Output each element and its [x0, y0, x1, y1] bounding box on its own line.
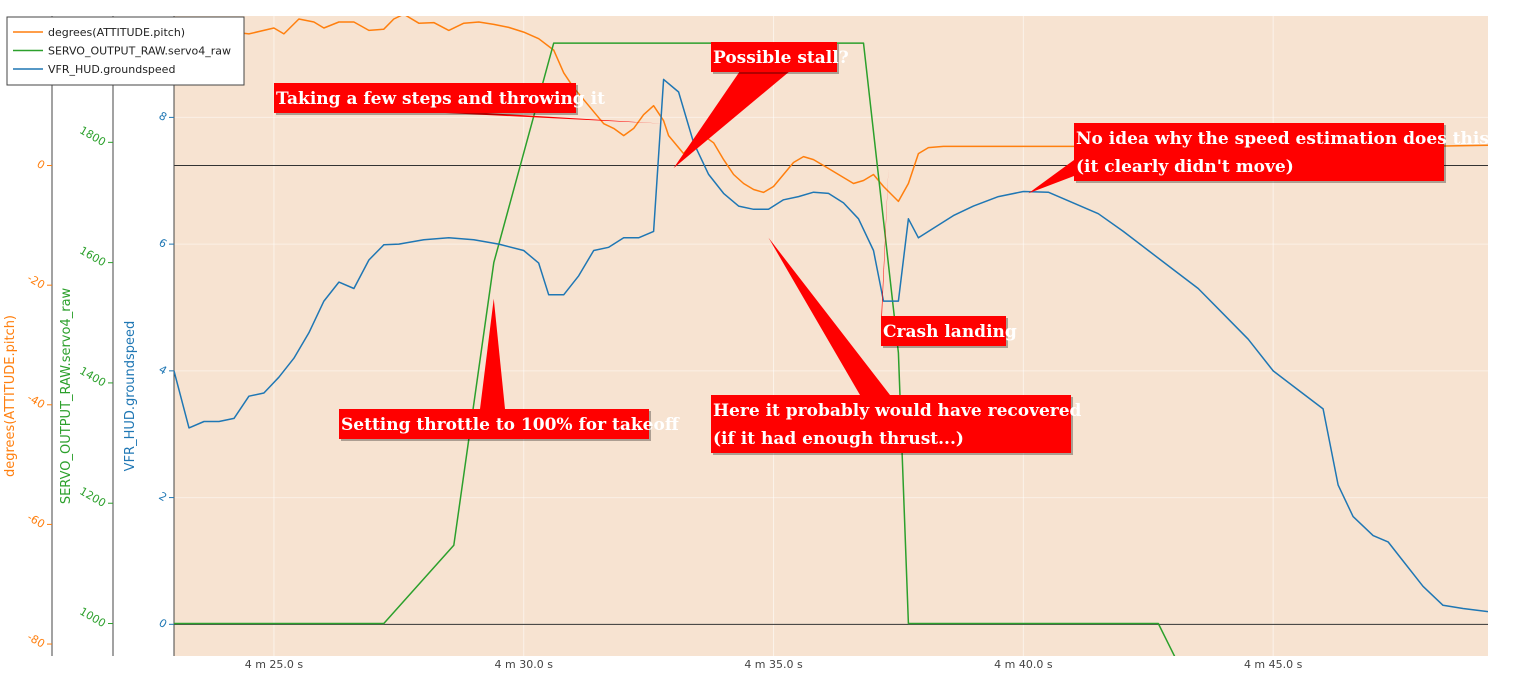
- servo-tick-label: 1800: [77, 124, 108, 149]
- annotation-arrow: [768, 237, 890, 395]
- speed-tick-label: 0: [156, 616, 169, 631]
- servo-axis-title: SERVO_OUTPUT_RAW.servo4_raw: [59, 287, 74, 504]
- pitch-tick-label: -60: [25, 511, 47, 531]
- legend-entry: VFR_HUD.groundspeed: [48, 63, 175, 76]
- pitch-axis-title: degrees(ATTITUDE.pitch): [3, 315, 18, 477]
- x-tick-label: 4 m 40.0 s: [994, 658, 1053, 671]
- annotation-text: Setting throttle to 100% for takeoff: [341, 415, 680, 435]
- annotation-box: [1074, 123, 1444, 181]
- servo-tick-label: 1600: [77, 244, 108, 269]
- speed-tick-label: 4: [156, 363, 169, 378]
- annotation: Possible stall?: [673, 42, 849, 169]
- speed-tick-label: 6: [156, 236, 169, 251]
- annotation-text: Taking a few steps and throwing it: [276, 89, 605, 109]
- annotation-text: No idea why the speed estimation does th…: [1076, 129, 1489, 149]
- servo-tick-label: 1200: [77, 485, 108, 510]
- annotation-arrow: [425, 112, 664, 124]
- annotation: Crash landing: [881, 168, 1017, 348]
- annotation-text: (it clearly didn't move): [1076, 157, 1294, 177]
- speed-tick-label: 8: [156, 109, 169, 124]
- annotation-box: [711, 395, 1071, 453]
- legend-entry: degrees(ATTITUDE.pitch): [48, 26, 185, 39]
- annotation-arrow: [480, 298, 505, 409]
- x-tick-label: 4 m 25.0 s: [245, 658, 304, 671]
- x-tick-label: 4 m 45.0 s: [1244, 658, 1303, 671]
- series-lines: [174, 16, 1488, 656]
- speed-tick-label: 2: [156, 489, 169, 504]
- annotation-text: Crash landing: [883, 322, 1017, 342]
- annotation: Taking a few steps and throwing it: [274, 83, 664, 124]
- series-line-servo: [174, 42, 1176, 656]
- series-line-speed: [174, 78, 1488, 613]
- annotation-text: (if it had enough thrust...): [713, 429, 964, 449]
- series-line-pitch: [174, 16, 1488, 203]
- annotation: Here it probably would have recovered (if…: [711, 237, 1082, 455]
- annotation-box: [881, 316, 1006, 346]
- annotation-box: [274, 83, 576, 113]
- annotation-arrow: [1028, 160, 1074, 194]
- annotation-arrow: [673, 71, 790, 169]
- speed-axis-title: VFR_HUD.groundspeed: [123, 321, 138, 472]
- x-tick-label: 4 m 30.0 s: [495, 658, 554, 671]
- servo-tick-label: 1000: [77, 605, 108, 630]
- annotation: No idea why the speed estimation does th…: [1028, 123, 1489, 194]
- servo-tick-label: 1400: [77, 364, 108, 389]
- annotation-box: [339, 409, 649, 439]
- annotation: Setting throttle to 100% for takeoff: [339, 298, 680, 441]
- axes: 4 m 25.0 s 4 m 30.0 s 4 m 35.0 s 4 m 40.0 s…: [3, 16, 1303, 671]
- legend-entry: SERVO_OUTPUT_RAW.servo4_raw: [48, 45, 231, 58]
- annotation-arrow: [881, 168, 889, 338]
- annotation-box: [711, 42, 837, 72]
- pitch-tick-label: -80: [25, 630, 47, 650]
- pitch-tick-label: 0: [34, 157, 47, 172]
- annotations: Taking a few steps and throwing it Possib…: [274, 42, 1489, 455]
- legend[interactable]: degrees(ATTITUDE.pitch) SERVO_OUTPUT_RAW.…: [6, 16, 245, 86]
- pitch-tick-label: -20: [25, 272, 47, 292]
- annotation-text: Here it probably would have recovered: [713, 401, 1082, 421]
- pitch-tick-label: -40: [25, 391, 47, 411]
- annotation-text: Possible stall?: [713, 48, 849, 68]
- legend-box: [6, 16, 245, 86]
- x-tick-label: 4 m 35.0 s: [744, 658, 803, 671]
